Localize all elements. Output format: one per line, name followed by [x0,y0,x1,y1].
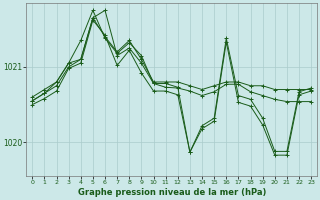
X-axis label: Graphe pression niveau de la mer (hPa): Graphe pression niveau de la mer (hPa) [77,188,266,197]
